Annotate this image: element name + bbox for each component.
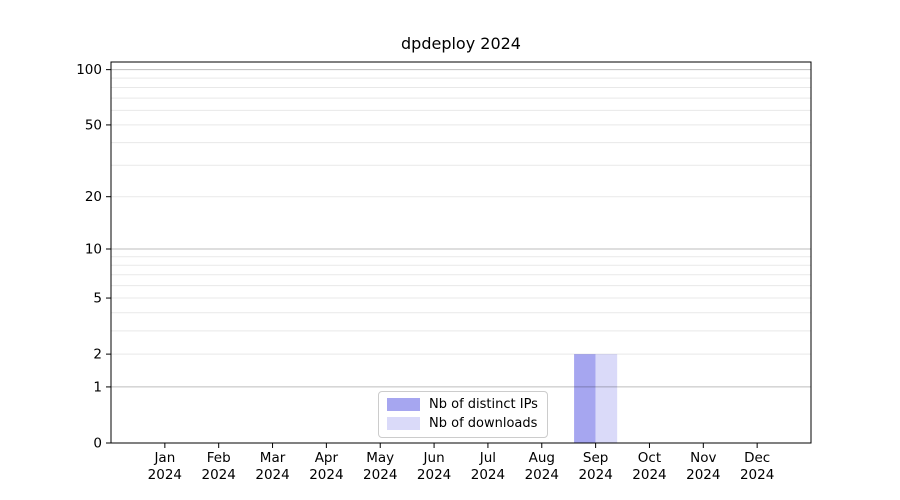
legend-label-distinct-ips: Nb of distinct IPs <box>429 397 538 412</box>
bar-nb-of-distinct-ips-sep-2024 <box>574 354 596 443</box>
x-tick-label-year: 2024 <box>740 467 774 483</box>
x-tick-label-month: Apr <box>315 450 339 466</box>
x-tick-label-year: 2024 <box>148 467 182 483</box>
x-tick-label-year: 2024 <box>309 467 343 483</box>
x-tick-label-month: Jul <box>479 450 496 466</box>
y-tick-label: 50 <box>85 117 102 133</box>
bar-nb-of-downloads-sep-2024 <box>595 354 618 443</box>
x-tick-label-year: 2024 <box>632 467 666 483</box>
legend-item-distinct-ips: Nb of distinct IPs <box>387 396 538 413</box>
y-tick-label: 0 <box>93 436 102 452</box>
x-tick-label-month: Oct <box>638 450 661 466</box>
y-tick-label: 2 <box>93 347 102 363</box>
x-tick-label-month: Nov <box>690 450 716 466</box>
chart-title: dpdeploy 2024 <box>401 34 521 53</box>
x-tick-label-month: Jun <box>423 450 445 466</box>
x-tick-label-year: 2024 <box>686 467 720 483</box>
x-tick-label-year: 2024 <box>202 467 236 483</box>
x-tick-label-month: Dec <box>744 450 770 466</box>
x-tick-label-year: 2024 <box>417 467 451 483</box>
x-tick-label-year: 2024 <box>471 467 505 483</box>
legend-swatch-distinct-ips <box>387 398 420 411</box>
x-tick-label-year: 2024 <box>578 467 612 483</box>
y-tick-label: 1 <box>93 379 102 395</box>
x-tick-label-year: 2024 <box>255 467 289 483</box>
y-tick-label: 100 <box>76 62 102 78</box>
x-tick-label-month: Feb <box>207 450 231 466</box>
x-tick-label-month: Aug <box>529 450 555 466</box>
legend-item-downloads: Nb of downloads <box>387 415 538 432</box>
x-tick-label-year: 2024 <box>525 467 559 483</box>
y-tick-label: 5 <box>93 291 102 307</box>
x-tick-label-month: Mar <box>260 450 286 466</box>
plot-border <box>110 61 812 444</box>
legend-swatch-downloads <box>387 417 420 430</box>
y-tick-label: 20 <box>85 189 102 205</box>
x-tick-label-year: 2024 <box>363 467 397 483</box>
legend-label-downloads: Nb of downloads <box>429 416 538 431</box>
x-tick-label-month: Jan <box>153 450 175 466</box>
x-tick-label-month: May <box>366 450 394 466</box>
x-tick-label-month: Sep <box>583 450 608 466</box>
legend: Nb of distinct IPs Nb of downloads <box>378 391 548 438</box>
y-tick-label: 10 <box>85 242 102 258</box>
